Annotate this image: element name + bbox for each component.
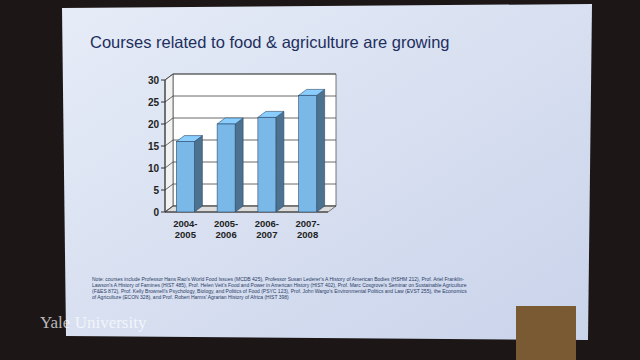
category-label: 2006-2007 — [255, 218, 279, 240]
chart: Courses related to food & agriculture ar… — [0, 0, 640, 360]
bar — [217, 124, 235, 212]
grid-line-side — [165, 206, 173, 212]
grid-line-side — [165, 140, 173, 146]
bar — [258, 117, 276, 212]
category-label: 2007-2008 — [295, 218, 319, 240]
tick — [161, 190, 165, 191]
title: Courses related to food & agriculture ar… — [90, 33, 450, 51]
tick — [161, 146, 165, 147]
tick — [161, 212, 165, 213]
bar-top — [217, 118, 243, 124]
bar-top — [258, 111, 284, 117]
bar-side — [317, 89, 325, 212]
tick — [161, 168, 165, 169]
watermark: Yale University — [40, 313, 147, 332]
tick-label: 15 — [148, 141, 160, 152]
bar — [299, 95, 317, 212]
slide — [62, 4, 592, 340]
tick — [161, 124, 165, 125]
tick-label: 5 — [153, 185, 159, 196]
bar-top — [299, 89, 325, 95]
y-axis — [165, 80, 166, 212]
grid-line-side — [165, 74, 173, 80]
bar-side — [235, 118, 243, 212]
grid-line-side — [165, 118, 173, 124]
tick — [161, 80, 165, 81]
tick-label: 0 — [153, 207, 159, 218]
bar-side — [276, 111, 284, 212]
tick — [161, 102, 165, 103]
bar-side — [194, 136, 202, 212]
tick-label: 20 — [148, 119, 160, 130]
footnote: Note: courses include Professor Hans Rao… — [92, 276, 472, 300]
grid-line-side — [165, 96, 173, 102]
bar-top — [176, 136, 202, 142]
grid-line — [173, 74, 336, 75]
stage: Courses related to food & agriculture ar… — [0, 0, 640, 360]
bar — [176, 142, 194, 212]
grid-line-side — [165, 184, 173, 190]
footnote-box: Note: courses include Professor Hans Rao… — [92, 276, 472, 306]
lectern — [516, 306, 576, 360]
category-label: 2004-2005 — [173, 218, 197, 240]
grid-line-side — [165, 162, 173, 168]
tick-label: 30 — [148, 75, 160, 86]
tick-label: 25 — [148, 97, 160, 108]
bars — [176, 89, 324, 212]
tick-label: 10 — [148, 163, 160, 174]
category-label: 2005-2006 — [214, 218, 238, 240]
side-wall — [165, 74, 173, 212]
